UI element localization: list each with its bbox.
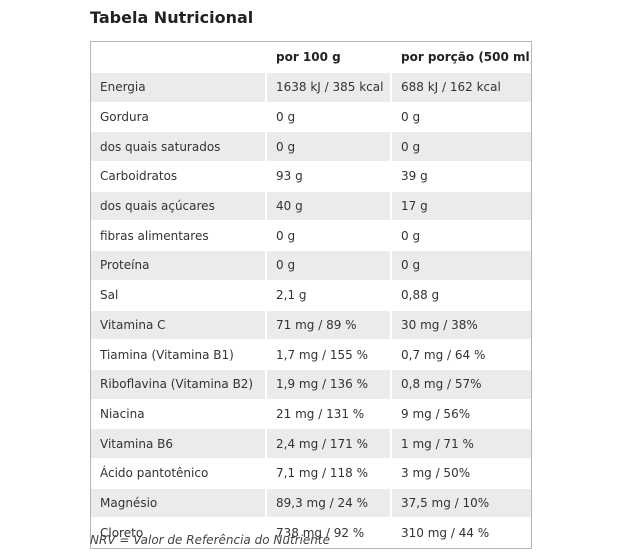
per-portion-cell: 39 g (390, 162, 531, 192)
header-nutrient (91, 42, 265, 73)
nutrient-name-cell: Proteína (91, 251, 265, 281)
per-100g-cell: 0 g (265, 102, 390, 133)
per-100g-cell: 7,1 mg / 118 % (265, 458, 390, 489)
per-portion-cell: 1 mg / 71 % (390, 429, 531, 459)
header-per-100g: por 100 g (265, 42, 390, 73)
table-row: Vitamina C 71 mg / 89 % 30 mg / 38% (91, 310, 531, 341)
per-100g-cell: 1,7 mg / 155 % (265, 340, 390, 370)
per-100g-cell: 0 g (265, 251, 390, 281)
per-portion-cell: 0 g (390, 102, 531, 133)
nutrient-name-cell: Tiamina (Vitamina B1) (91, 340, 265, 370)
per-portion-cell: 3 mg / 50% (390, 458, 531, 489)
table-header: por 100 g por porção (500 ml) (91, 42, 531, 73)
nutrient-name-cell: Carboidratos (91, 162, 265, 192)
table-row: Cloreto 738 mg / 92 % 310 mg / 44 % (91, 518, 531, 548)
nutrient-name-cell: Cloreto (91, 518, 265, 548)
table-row: Tiamina (Vitamina B1) 1,7 mg / 155 % 0,7 m… (91, 340, 531, 370)
per-portion-cell: 9 mg / 56% (390, 399, 531, 430)
nutrient-name-cell: Niacina (91, 399, 265, 430)
header-per-portion: por porção (500 ml) (390, 42, 531, 73)
footnote: NRV = Valor de Referência do Nutriente (90, 533, 330, 547)
per-100g-cell: 89,3 mg / 24 % (265, 488, 390, 519)
per-portion-cell: 0 g (390, 251, 531, 281)
per-portion-cell: 0 g (390, 132, 531, 163)
table-body: Energia 1638 kJ / 385 kcal 688 kJ / 162 kc… (91, 73, 531, 548)
per-100g-cell: 2,1 g (265, 280, 390, 311)
table-row: Sal 2,1 g 0,88 g (91, 280, 531, 311)
nutrient-name-cell: fibras alimentares (91, 221, 265, 252)
table-row: dos quais açúcares 40 g 17 g (91, 191, 531, 222)
per-100g-cell: 21 mg / 131 % (265, 399, 390, 430)
table-row: Energia 1638 kJ / 385 kcal 688 kJ / 162 kc… (91, 73, 531, 103)
page-title: Tabela Nutricional (90, 8, 254, 27)
per-100g-cell: 738 mg / 92 % (265, 518, 390, 548)
per-portion-cell: 688 kJ / 162 kcal (390, 73, 531, 103)
nutrition-table: por 100 g por porção (500 ml) Energia 163… (91, 42, 531, 548)
nutrient-name-cell: Sal (91, 280, 265, 311)
table-row: Magnésio 89,3 mg / 24 % 37,5 mg / 10% (91, 488, 531, 519)
per-100g-cell: 40 g (265, 191, 390, 222)
per-100g-cell: 0 g (265, 132, 390, 163)
per-100g-cell: 71 mg / 89 % (265, 310, 390, 341)
per-100g-cell: 0 g (265, 221, 390, 252)
per-portion-cell: 37,5 mg / 10% (390, 488, 531, 519)
per-portion-cell: 0 g (390, 221, 531, 252)
nutrient-name-cell: Energia (91, 73, 265, 103)
per-portion-cell: 0,7 mg / 64 % (390, 340, 531, 370)
nutrient-name-cell: dos quais saturados (91, 132, 265, 163)
per-100g-cell: 1638 kJ / 385 kcal (265, 73, 390, 103)
per-portion-cell: 0,88 g (390, 280, 531, 311)
per-portion-cell: 310 mg / 44 % (390, 518, 531, 548)
nutrient-name-cell: dos quais açúcares (91, 191, 265, 222)
table-row: Vitamina B6 2,4 mg / 171 % 1 mg / 71 % (91, 429, 531, 459)
header-row: por 100 g por porção (500 ml) (91, 42, 531, 73)
nutrient-name-cell: Gordura (91, 102, 265, 133)
per-portion-cell: 0,8 mg / 57% (390, 369, 531, 400)
table-row: Niacina 21 mg / 131 % 9 mg / 56% (91, 399, 531, 430)
table-row: Riboflavina (Vitamina B2) 1,9 mg / 136 % 0… (91, 369, 531, 400)
nutrient-name-cell: Riboflavina (Vitamina B2) (91, 369, 265, 400)
per-portion-cell: 17 g (390, 191, 531, 222)
per-portion-cell: 30 mg / 38% (390, 310, 531, 341)
table-row: Ácido pantotênico 7,1 mg / 118 % 3 mg / 50… (91, 458, 531, 489)
per-100g-cell: 1,9 mg / 136 % (265, 369, 390, 400)
nutrient-name-cell: Vitamina B6 (91, 429, 265, 459)
per-100g-cell: 93 g (265, 162, 390, 192)
table-row: Carboidratos 93 g 39 g (91, 162, 531, 192)
nutrient-name-cell: Ácido pantotênico (91, 458, 265, 489)
per-100g-cell: 2,4 mg / 171 % (265, 429, 390, 459)
nutrient-name-cell: Magnésio (91, 488, 265, 519)
nutrition-table-container: por 100 g por porção (500 ml) Energia 163… (90, 41, 532, 549)
nutrient-name-cell: Vitamina C (91, 310, 265, 341)
